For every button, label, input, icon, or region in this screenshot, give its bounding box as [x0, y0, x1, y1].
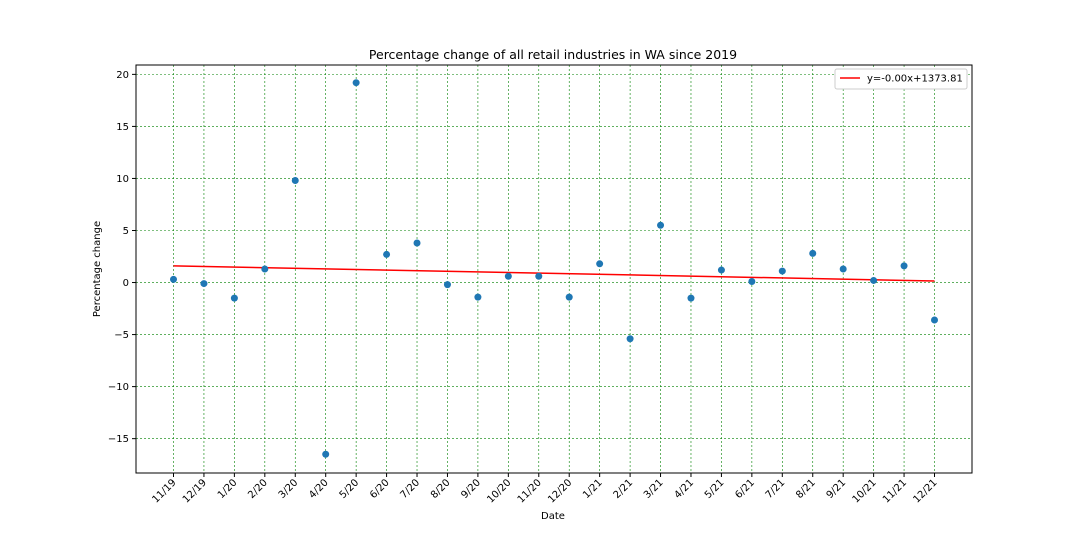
- data-point: [291, 177, 299, 185]
- x-tick-label: 5/21: [703, 477, 727, 501]
- y-tick-label: 0: [123, 278, 129, 289]
- x-tick-label: 11/21: [881, 477, 909, 505]
- y-axis: −15 −10 −5 0 5 10 15 20: [108, 70, 136, 445]
- legend-box: [834, 68, 968, 90]
- data-point: [870, 276, 878, 284]
- x-tick-label: 11/20: [516, 477, 544, 505]
- x-tick-label: 10/20: [485, 477, 513, 505]
- x-tick-label: 1/21: [581, 477, 605, 501]
- y-tick-label: 5: [123, 226, 129, 237]
- x-tick-label: 12/19: [181, 477, 209, 505]
- x-tick-label: 6/21: [733, 477, 757, 501]
- x-tick-label: 11/19: [150, 477, 178, 505]
- data-points: [170, 79, 938, 458]
- y-tick-label: −15: [108, 434, 129, 445]
- data-point: [474, 293, 482, 301]
- data-point: [596, 260, 604, 268]
- x-tick-label: 8/21: [794, 477, 818, 501]
- data-point: [535, 272, 543, 280]
- data-point: [687, 294, 695, 302]
- legend: y=-0.00x+1373.81: [834, 68, 968, 90]
- data-point: [839, 265, 847, 273]
- x-tick-label: 12/20: [546, 477, 574, 505]
- x-tick-label: 2/20: [246, 477, 270, 501]
- x-tick-label: 7/21: [764, 477, 788, 501]
- x-tick-label: 1/20: [216, 477, 240, 501]
- x-tick-label: 3/20: [277, 477, 301, 501]
- x-tick-label: 2/21: [612, 477, 636, 501]
- data-point: [170, 275, 177, 283]
- data-point: [413, 239, 421, 247]
- data-point: [900, 262, 908, 270]
- grid: [136, 65, 972, 473]
- plot-area: [135, 64, 973, 474]
- data-point: [443, 281, 451, 289]
- x-tick-label: 4/20: [307, 477, 331, 501]
- x-tick-label: 7/20: [398, 477, 422, 501]
- data-point: [565, 293, 573, 301]
- legend-label: y=-0.00x+1373.81: [867, 74, 963, 85]
- x-tick-label: 8/20: [429, 477, 453, 501]
- y-tick-label: 20: [116, 70, 129, 81]
- y-tick-label: −5: [114, 330, 129, 341]
- data-point: [352, 79, 360, 87]
- data-point: [261, 265, 269, 273]
- x-tick-label: 4/21: [672, 477, 696, 501]
- data-point: [809, 249, 817, 257]
- data-point: [230, 294, 238, 302]
- x-tick-label: 12/21: [911, 477, 939, 505]
- data-point: [322, 450, 330, 458]
- y-tick-label: −10: [108, 382, 129, 393]
- data-point: [626, 335, 634, 343]
- x-tick-label: 9/20: [459, 477, 483, 501]
- x-axis-label: Date: [541, 511, 565, 522]
- data-point: [657, 221, 665, 229]
- x-tick-label: 3/21: [642, 477, 666, 501]
- x-tick-label: 5/20: [338, 477, 362, 501]
- data-point: [200, 280, 208, 288]
- x-tick-label: 6/20: [368, 477, 392, 501]
- x-tick-label: 10/21: [851, 477, 879, 505]
- trendline: [173, 265, 935, 282]
- data-point: [748, 277, 756, 285]
- y-tick-label: 15: [116, 122, 129, 133]
- x-axis: 11/19 12/19 1/20 2/20 3/20 4/20 5/20 6/20 7/20 8/…: [150, 473, 940, 506]
- x-tick-label: 9/21: [825, 477, 849, 501]
- y-axis-label: Percentage change: [92, 221, 103, 317]
- data-point: [717, 266, 725, 274]
- y-tick-label: 10: [116, 174, 129, 185]
- data-point: [504, 272, 512, 280]
- data-point: [931, 316, 938, 324]
- data-point: [778, 267, 786, 275]
- chart-title: Percentage change of all retail industri…: [369, 47, 737, 62]
- data-point: [383, 250, 391, 258]
